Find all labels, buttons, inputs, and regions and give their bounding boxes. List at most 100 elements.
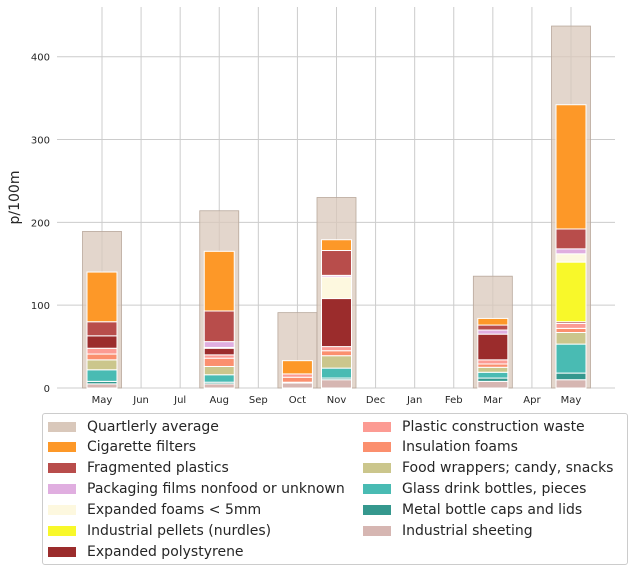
legend-swatch bbox=[48, 463, 76, 474]
bar-segment bbox=[86, 335, 118, 349]
legend-item: Packaging films nonfood or unknown bbox=[48, 479, 345, 500]
y-axis-label: p/100m bbox=[7, 171, 23, 225]
bar-segment bbox=[555, 228, 587, 250]
legend-swatch bbox=[48, 484, 76, 495]
x-tick-label: Nov bbox=[327, 395, 347, 406]
y-tick-label: 400 bbox=[31, 53, 50, 64]
x-tick-label: Jul bbox=[173, 395, 186, 406]
legend-swatch bbox=[48, 442, 76, 453]
legend-label: Industrial sheeting bbox=[402, 523, 533, 539]
y-tick-label: 0 bbox=[44, 384, 50, 395]
legend-item: Industrial pellets (nurdles) bbox=[48, 521, 271, 542]
bar-segment bbox=[320, 346, 352, 352]
legend-swatch bbox=[48, 421, 76, 432]
x-tick-label: Mar bbox=[483, 395, 503, 406]
legend-swatch bbox=[48, 526, 76, 536]
y-tick-label: 200 bbox=[31, 218, 50, 229]
bar-segment bbox=[477, 329, 509, 335]
legend-item: Food wrappers; candy, snacks bbox=[363, 458, 613, 479]
bar-segment bbox=[477, 380, 509, 389]
bar-segment bbox=[281, 376, 313, 383]
bar-segment bbox=[86, 321, 118, 337]
legend-label: Packaging films nonfood or unknown bbox=[87, 481, 345, 498]
bar-segment bbox=[555, 379, 587, 389]
y-tick-label: 100 bbox=[31, 301, 50, 312]
legend-item: Metal bottle caps and lids bbox=[363, 500, 582, 521]
bar-segment bbox=[320, 379, 352, 389]
bar-segment bbox=[203, 374, 235, 383]
legend-item: Plastic construction waste bbox=[363, 416, 585, 437]
legend-item: Industrial sheeting bbox=[363, 521, 533, 542]
chart-plot: 0 100 200 300 400 May Jun Jul Aug Sep Oct Nov Dec Jan… bbox=[7, 7, 615, 406]
legend-item: Quartlerly average bbox=[48, 416, 219, 437]
bar-segment bbox=[477, 366, 509, 373]
x-tick-label: Aug bbox=[209, 395, 229, 406]
legend-label: Glass drink bottles, pieces bbox=[402, 481, 587, 498]
bar-segment bbox=[203, 250, 235, 312]
bar-segment bbox=[203, 310, 235, 343]
bar-segment bbox=[477, 359, 509, 365]
legend-label: Insulation foams bbox=[402, 439, 518, 456]
legend-item: Fragmented plastics bbox=[48, 458, 229, 479]
bar-segment bbox=[555, 322, 587, 329]
bar-segment bbox=[555, 343, 587, 374]
bar-segment bbox=[203, 347, 235, 356]
legend-swatch bbox=[363, 505, 391, 516]
legend: Quartlerly average Cigarette filters Fragm… bbox=[42, 413, 628, 565]
bar-segment bbox=[320, 350, 352, 357]
legend-label: Metal bottle caps and lids bbox=[402, 502, 583, 519]
x-tick-label: Apr bbox=[523, 395, 541, 406]
legend-label: Fragmented plastics bbox=[87, 460, 229, 477]
legend-swatch bbox=[363, 526, 391, 536]
x-tick-label: May bbox=[92, 395, 113, 406]
bar-segment bbox=[320, 367, 352, 379]
bar-segment bbox=[203, 365, 235, 376]
x-tick-label: Oct bbox=[289, 395, 306, 406]
bar-segment bbox=[555, 253, 587, 263]
bar-segment bbox=[281, 360, 313, 375]
x-tick-label: May bbox=[561, 395, 582, 406]
bar-segment bbox=[320, 355, 352, 369]
bar-segment bbox=[555, 332, 587, 345]
x-tick-label: Feb bbox=[445, 395, 463, 406]
legend-swatch bbox=[363, 442, 391, 453]
bar-segment bbox=[320, 276, 352, 300]
legend-swatch bbox=[363, 421, 391, 432]
bar-segment bbox=[86, 353, 118, 361]
bar-segment bbox=[86, 347, 118, 355]
legend-swatch bbox=[363, 484, 391, 495]
bar-segment bbox=[477, 371, 509, 379]
x-tick-label: Sep bbox=[249, 395, 268, 406]
bar-segment bbox=[320, 239, 352, 252]
x-tick-label: Dec bbox=[366, 395, 385, 406]
legend-swatch bbox=[363, 463, 391, 474]
legend-item: Expanded foams < 5mm bbox=[48, 500, 261, 521]
monthly-stacked-bars bbox=[86, 104, 587, 389]
bar-segment bbox=[555, 261, 587, 323]
legend-label: Food wrappers; candy, snacks bbox=[402, 460, 614, 477]
y-tick-label: 300 bbox=[31, 136, 50, 147]
bar-segment bbox=[203, 383, 235, 389]
legend-label: Plastic construction waste bbox=[402, 418, 585, 435]
bar-segment bbox=[555, 372, 587, 381]
x-tick-label: Jan bbox=[406, 395, 422, 406]
bar-segment bbox=[555, 248, 587, 255]
bar-segment bbox=[86, 383, 118, 389]
legend-item: Expanded polystyrene bbox=[48, 541, 244, 562]
bar-segment bbox=[86, 369, 118, 382]
bar-segment bbox=[555, 327, 587, 334]
bar-segment bbox=[86, 271, 118, 323]
legend-swatch bbox=[48, 505, 76, 516]
legend-item: Cigarette filters bbox=[48, 437, 196, 458]
bar-segment bbox=[86, 359, 118, 371]
bar-segment bbox=[320, 298, 352, 348]
bar-segment bbox=[320, 250, 352, 276]
x-tick-label: Jun bbox=[132, 395, 149, 406]
bar-segment bbox=[203, 341, 235, 348]
legend-swatch bbox=[48, 546, 76, 557]
legend-label: Expanded polystyrene bbox=[87, 543, 244, 560]
bar-segment bbox=[477, 317, 509, 326]
legend-label: Industrial pellets (nurdles) bbox=[87, 523, 272, 539]
legend-item: Insulation foams bbox=[363, 437, 518, 458]
